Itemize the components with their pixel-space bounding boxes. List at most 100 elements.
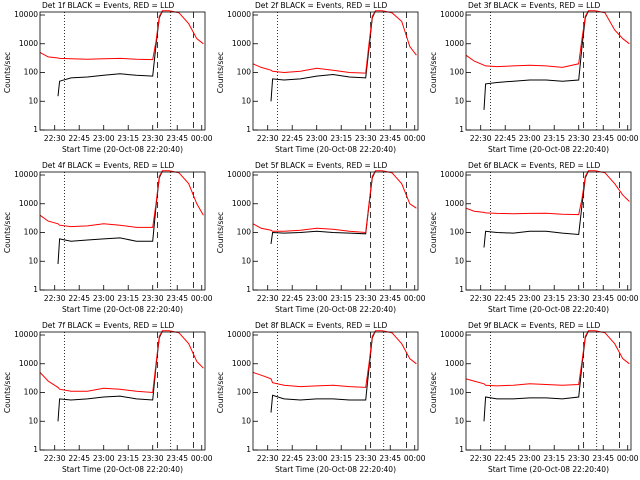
x-tick-label: 00:00 <box>404 134 426 143</box>
y-tick-label: 100 <box>237 228 252 237</box>
series-line <box>253 10 417 74</box>
x-tick-label: 23:30 <box>568 134 590 143</box>
plot-frame <box>39 171 206 291</box>
x-tick-label: 23:15 <box>117 454 139 463</box>
plot-frame <box>39 331 206 451</box>
series-line <box>40 330 204 394</box>
y-tick-label: 100 <box>450 68 465 77</box>
y-tick-label: 10000 <box>14 170 38 179</box>
plot-area <box>40 330 204 450</box>
x-tick-label: 22:45 <box>281 134 303 143</box>
series-line <box>270 330 376 413</box>
x-tick-label: 22:45 <box>494 134 516 143</box>
x-tick-label: 00:00 <box>404 454 426 463</box>
series-line <box>253 330 417 388</box>
x-tick-label: 22:30 <box>257 294 279 303</box>
y-tick-label: 1000 <box>232 199 251 208</box>
y-tick-label: 10000 <box>227 170 251 179</box>
y-tick-label: 1000 <box>19 39 38 48</box>
y-tick-label: 10 <box>241 96 251 105</box>
x-tick-label: 22:30 <box>44 134 66 143</box>
x-tick-label: 23:15 <box>330 454 352 463</box>
x-tick-label: 00:00 <box>191 294 213 303</box>
y-tick-label: 1000 <box>232 359 251 368</box>
series-line <box>466 10 630 68</box>
x-tick-label: 22:45 <box>68 454 90 463</box>
y-axis-label: Counts/sec <box>3 212 12 253</box>
x-tick-label: 23:45 <box>166 294 188 303</box>
x-tick-label: 22:30 <box>257 134 279 143</box>
chart-title: Det 3f BLACK = Events, RED = LLD <box>468 1 601 10</box>
x-tick-label: 23:45 <box>592 134 614 143</box>
x-tick-label: 23:15 <box>543 134 565 143</box>
plot-frame <box>252 171 419 291</box>
x-tick-label: 23:45 <box>379 294 401 303</box>
y-tick-label: 100 <box>24 68 39 77</box>
plot-area <box>40 170 204 290</box>
x-axis-label: Start Time (20-Oct-08 22:20:40) <box>62 305 183 314</box>
y-axis-label: Counts/sec <box>429 372 438 413</box>
plot-frame <box>465 171 632 291</box>
panel: Det 4f BLACK = Events, RED = LLD Counts/s… <box>3 161 213 314</box>
x-tick-label: 23:30 <box>568 294 590 303</box>
x-tick-label: 23:00 <box>93 294 115 303</box>
series-line <box>483 10 589 110</box>
plot-area <box>466 330 630 450</box>
y-tick-label: 100 <box>237 388 252 397</box>
y-axis-label: Counts/sec <box>3 372 12 413</box>
x-tick-label: 23:00 <box>306 134 328 143</box>
y-tick-label: 10000 <box>14 10 38 19</box>
plot-area <box>40 10 204 130</box>
x-tick-label: 22:30 <box>470 454 492 463</box>
x-tick-label: 23:15 <box>117 294 139 303</box>
series-line <box>270 170 376 244</box>
y-tick-label: 100 <box>24 388 39 397</box>
x-axis-label: Start Time (20-Oct-08 22:20:40) <box>275 145 396 154</box>
plot-area <box>253 10 417 130</box>
plot-frame <box>465 331 632 451</box>
y-tick-label: 1000 <box>445 359 464 368</box>
x-tick-label: 23:45 <box>166 454 188 463</box>
y-tick-label: 1 <box>246 125 251 134</box>
y-tick-label: 10 <box>454 416 464 425</box>
x-tick-label: 23:15 <box>330 294 352 303</box>
chart-title: Det 9f BLACK = Events, RED = LLD <box>468 321 601 330</box>
x-tick-label: 22:45 <box>281 454 303 463</box>
panel: Det 5f BLACK = Events, RED = LLD Counts/s… <box>216 161 426 314</box>
x-tick-label: 00:00 <box>617 294 639 303</box>
plot-area <box>466 10 630 130</box>
y-tick-label: 10000 <box>14 330 38 339</box>
y-axis-label: Counts/sec <box>3 52 12 93</box>
x-tick-label: 23:00 <box>519 134 541 143</box>
chart-title: Det 2f BLACK = Events, RED = LLD <box>255 1 388 10</box>
x-tick-label: 23:45 <box>379 134 401 143</box>
y-tick-label: 10000 <box>227 10 251 19</box>
series-line <box>253 170 417 234</box>
x-tick-label: 23:00 <box>519 294 541 303</box>
x-tick-label: 23:15 <box>543 454 565 463</box>
y-tick-label: 1 <box>246 445 251 454</box>
plot-frame <box>465 11 632 131</box>
x-axis-label: Start Time (20-Oct-08 22:20:40) <box>488 305 609 314</box>
series-line <box>40 170 204 228</box>
y-tick-label: 1 <box>459 125 464 134</box>
y-tick-label: 10 <box>241 416 251 425</box>
x-tick-label: 00:00 <box>617 454 639 463</box>
series-line <box>57 170 163 265</box>
x-tick-label: 22:30 <box>257 454 279 463</box>
y-tick-label: 10000 <box>440 170 464 179</box>
panel: Det 8f BLACK = Events, RED = LLD Counts/s… <box>216 321 426 474</box>
chart-title: Det 5f BLACK = Events, RED = LLD <box>255 161 388 170</box>
y-axis-label: Counts/sec <box>216 52 225 93</box>
y-axis-label: Counts/sec <box>216 212 225 253</box>
chart-title: Det 7f BLACK = Events, RED = LLD <box>42 321 175 330</box>
x-tick-label: 23:00 <box>93 454 115 463</box>
panel: Det 9f BLACK = Events, RED = LLD Counts/s… <box>429 321 639 474</box>
x-tick-label: 23:45 <box>592 454 614 463</box>
series-line <box>57 10 163 97</box>
chart-title: Det 8f BLACK = Events, RED = LLD <box>255 321 388 330</box>
y-tick-label: 10 <box>454 96 464 105</box>
plot-frame <box>252 331 419 451</box>
x-axis-label: Start Time (20-Oct-08 22:20:40) <box>62 145 183 154</box>
